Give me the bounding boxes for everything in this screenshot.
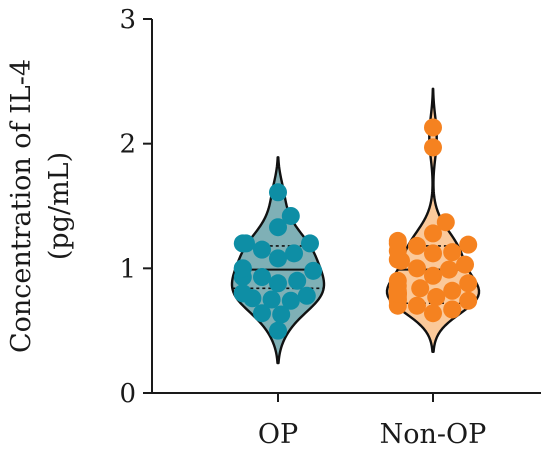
data-point-non-op [408, 236, 426, 255]
y-tick-label: 0 [119, 379, 136, 409]
data-point-non-op [424, 118, 442, 137]
data-point-op [262, 290, 281, 309]
x-axis-ticks: OP Non-OP [258, 393, 487, 450]
data-point-non-op [443, 281, 462, 300]
data-point-op [304, 261, 323, 280]
data-point-op [269, 274, 287, 293]
data-point-non-op [443, 243, 462, 262]
data-point-op [233, 234, 252, 253]
data-point-non-op [424, 304, 442, 323]
data-point-non-op [436, 213, 455, 232]
y-tick-label: 3 [119, 5, 136, 35]
y-axis-title: Concentration of IL-4 (pg/mL) [6, 59, 75, 353]
data-point-non-op [443, 300, 462, 319]
data-point-op [297, 286, 316, 305]
data-point-non-op [388, 271, 407, 290]
data-point-op [281, 206, 300, 225]
data-point-op [269, 249, 287, 268]
y-axis-label-line2: (pg/mL) [44, 152, 75, 260]
data-point-non-op [427, 288, 446, 307]
data-point-non-op [459, 274, 478, 293]
data-point-non-op [424, 266, 442, 285]
data-point-op [281, 291, 300, 310]
data-point-op [269, 321, 287, 340]
y-tick-label: 1 [119, 254, 136, 284]
data-point-non-op [424, 244, 442, 263]
data-point-non-op [440, 260, 458, 279]
data-point-non-op [456, 255, 474, 274]
data-point-non-op [459, 291, 478, 310]
data-point-op [301, 234, 319, 253]
x-tick-label: Non-OP [380, 419, 487, 450]
data-point-non-op [424, 138, 442, 157]
data-point-op [233, 259, 252, 278]
data-point-non-op [411, 279, 430, 298]
data-point-non-op [408, 259, 426, 278]
dot-layer [233, 118, 478, 340]
y-tick-label: 2 [119, 130, 136, 160]
data-point-op [253, 268, 271, 287]
data-point-op [253, 240, 271, 259]
data-point-op [269, 183, 287, 202]
data-point-op [253, 304, 271, 323]
data-point-non-op [459, 235, 478, 254]
data-point-non-op [424, 224, 442, 243]
y-axis-ticks: 0 1 2 3 [119, 5, 152, 409]
data-point-non-op [408, 296, 426, 315]
x-tick-label: OP [258, 419, 298, 450]
data-point-non-op [388, 231, 407, 250]
data-point-op [288, 271, 307, 290]
data-point-op [269, 218, 287, 237]
data-point-op [233, 284, 252, 303]
y-axis-label-line1: Concentration of IL-4 [6, 59, 37, 353]
data-point-op [272, 305, 291, 324]
data-point-op [285, 244, 303, 263]
